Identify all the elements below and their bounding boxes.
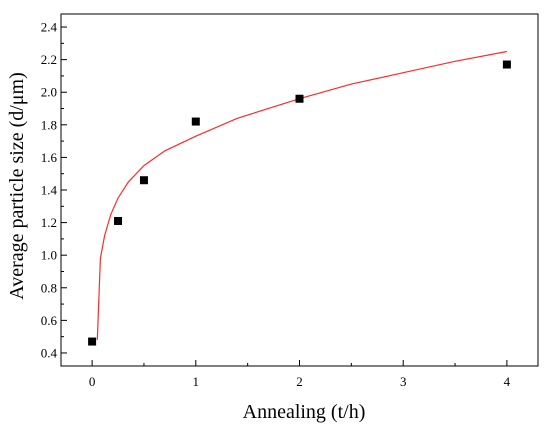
y-tick-label: 1.6 xyxy=(41,150,58,165)
data-point xyxy=(139,176,148,185)
y-tick-label: 1.2 xyxy=(41,215,57,230)
ticks: 0 1 2 3 4 0.4 0.6 0.8 1.0 1.2 1.4 1.6 1.8 2.0 2.2 2.4 xyxy=(41,20,511,389)
x-tick-label: 1 xyxy=(193,374,200,389)
data-point xyxy=(88,337,97,346)
y-tick-label: 0.6 xyxy=(41,313,58,328)
x-tick-label: 4 xyxy=(504,374,511,389)
series xyxy=(88,50,511,346)
data-point xyxy=(114,216,123,225)
y-tick-label: 1.0 xyxy=(41,248,57,263)
y-tick-label: 0.8 xyxy=(41,280,57,295)
x-tick-label: 0 xyxy=(89,374,96,389)
data-point xyxy=(191,117,200,126)
fit-curve xyxy=(96,50,508,340)
axes xyxy=(60,13,539,367)
y-tick-label: 2.2 xyxy=(41,52,57,67)
x-tick-label: 3 xyxy=(400,374,407,389)
x-tick-label: 2 xyxy=(296,374,303,389)
y-tick-label: 2.4 xyxy=(41,20,58,35)
data-point xyxy=(502,60,511,69)
y-tick-label: 2.0 xyxy=(41,85,57,100)
y-tick-label: 0.4 xyxy=(41,345,58,360)
plot-frame xyxy=(60,13,539,367)
x-axis-title: Annealing (t/h) xyxy=(243,401,366,423)
y-tick-label: 1.4 xyxy=(41,183,58,198)
y-axis-title: Average particle size (d/μm) xyxy=(6,72,28,299)
data-point xyxy=(295,94,304,103)
y-tick-label: 1.8 xyxy=(41,117,57,132)
